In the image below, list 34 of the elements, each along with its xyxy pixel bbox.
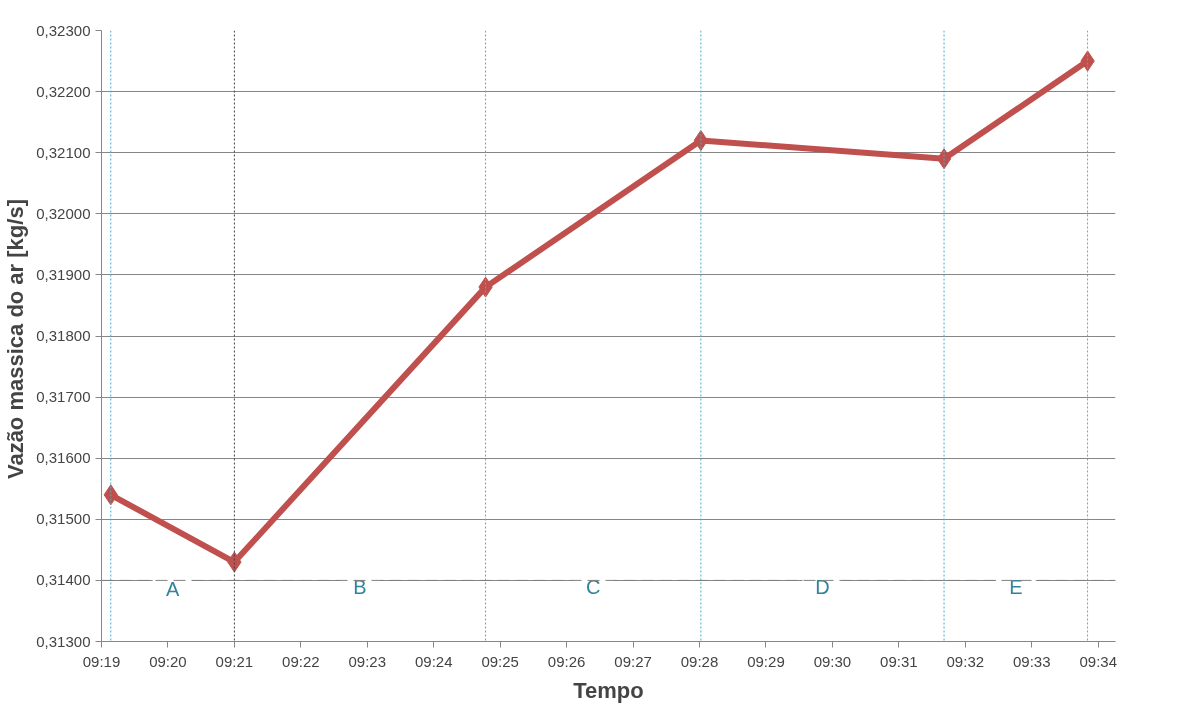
y-tick-label: 0,32100	[36, 143, 91, 161]
annotation: C	[585, 575, 601, 598]
y-tick-label: 0,31700	[36, 388, 91, 406]
x-tick-label: 09:21	[215, 652, 254, 670]
x-tick-label: 09:24	[414, 652, 453, 670]
y-tick-label: 0,31800	[36, 327, 91, 344]
x-tick-label: 09:26	[547, 652, 586, 670]
x-tick-label: 09:30	[813, 652, 852, 670]
x-tick-label: 09:29	[747, 652, 785, 670]
annotation: E	[1009, 575, 1023, 598]
x-axis-title: Tempo	[573, 677, 644, 703]
x-tick-label: 09:27	[614, 652, 652, 670]
y-tick-label: 0,31300	[36, 632, 91, 650]
y-tick-label: 0,32300	[36, 21, 91, 39]
y-axis-title: Vazão massica do ar [kg/s]	[3, 199, 29, 480]
y-tick-label: 0,31900	[36, 265, 91, 283]
y-tick-label: 0,31600	[36, 449, 91, 467]
y-tick-label: 0,31500	[36, 510, 91, 528]
y-tick-label: 0,32200	[36, 82, 91, 100]
x-tick-label: 09:23	[348, 652, 387, 670]
y-tick-label: 0,31400	[36, 571, 91, 589]
x-tick-label: 09:22	[282, 652, 320, 670]
x-tick-label: 09:25	[481, 652, 519, 670]
x-tick-label: 09:20	[149, 652, 187, 670]
x-tick-label: 09:31	[880, 652, 918, 670]
x-tick-label: 09:34	[1079, 652, 1118, 670]
annotation: B	[353, 575, 367, 598]
x-tick-label: 09:33	[1013, 652, 1051, 670]
x-tick-label: 09:32	[946, 652, 985, 670]
annotation: D	[815, 575, 830, 598]
annotation: A	[165, 577, 180, 600]
x-tick-label: 09:28	[680, 652, 719, 670]
y-tick-label: 0,32000	[36, 204, 91, 222]
x-tick-label: 09:19	[82, 652, 121, 670]
